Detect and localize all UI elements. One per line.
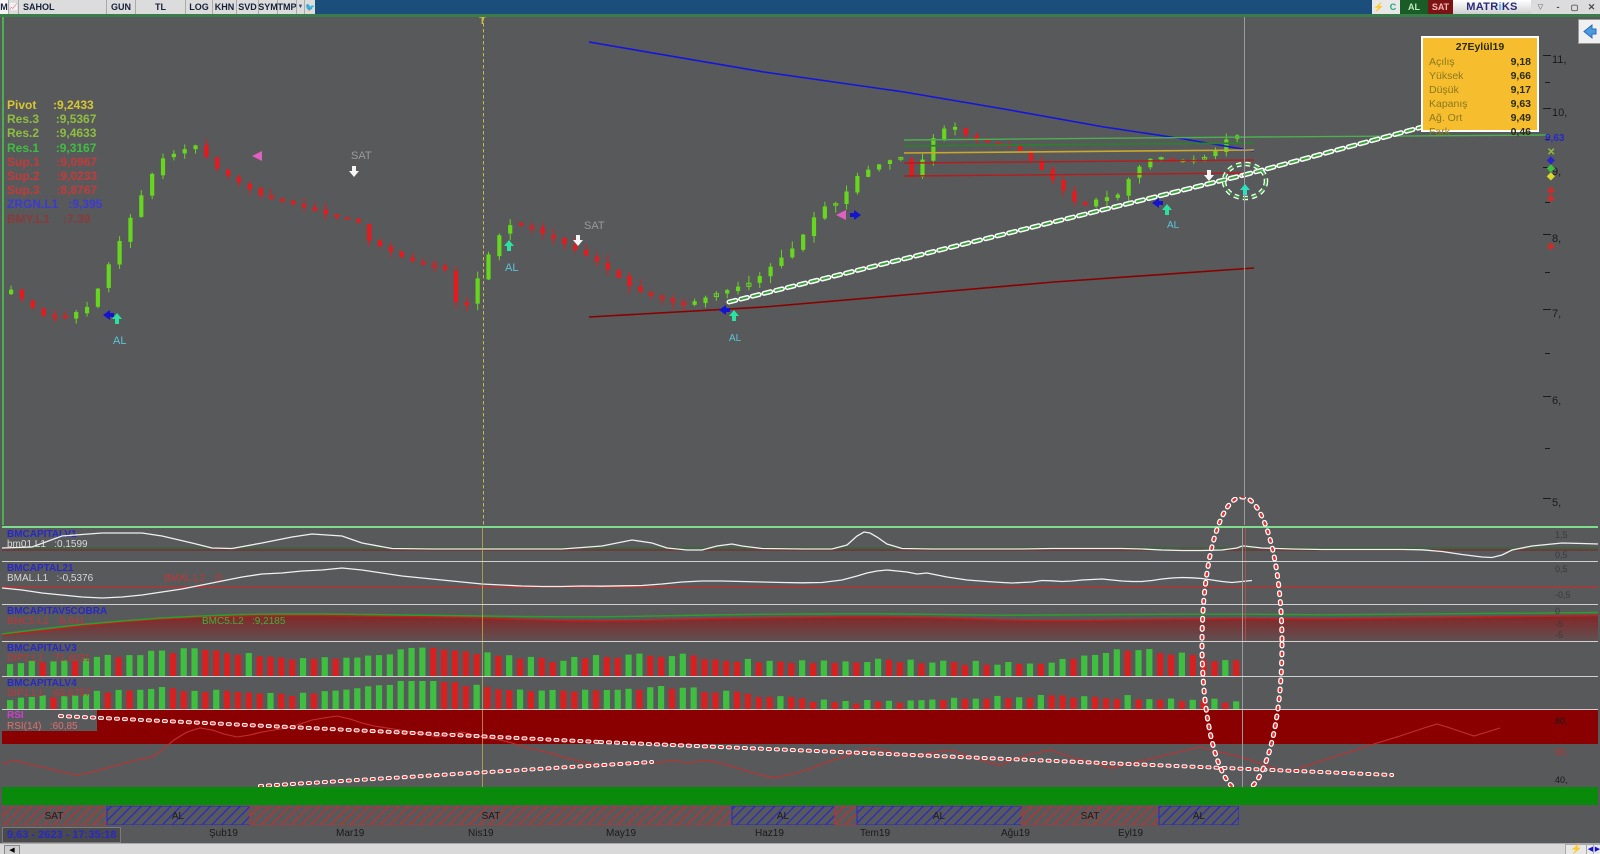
svg-text:SAT: SAT [482,811,501,822]
svg-text:AL: AL [933,811,946,822]
svg-text:SAT: SAT [45,811,64,822]
svg-text:AL: AL [1193,811,1206,822]
svg-text:AL: AL [172,811,185,822]
svg-text:AL: AL [777,811,790,822]
svg-text:SAT: SAT [1081,811,1100,822]
